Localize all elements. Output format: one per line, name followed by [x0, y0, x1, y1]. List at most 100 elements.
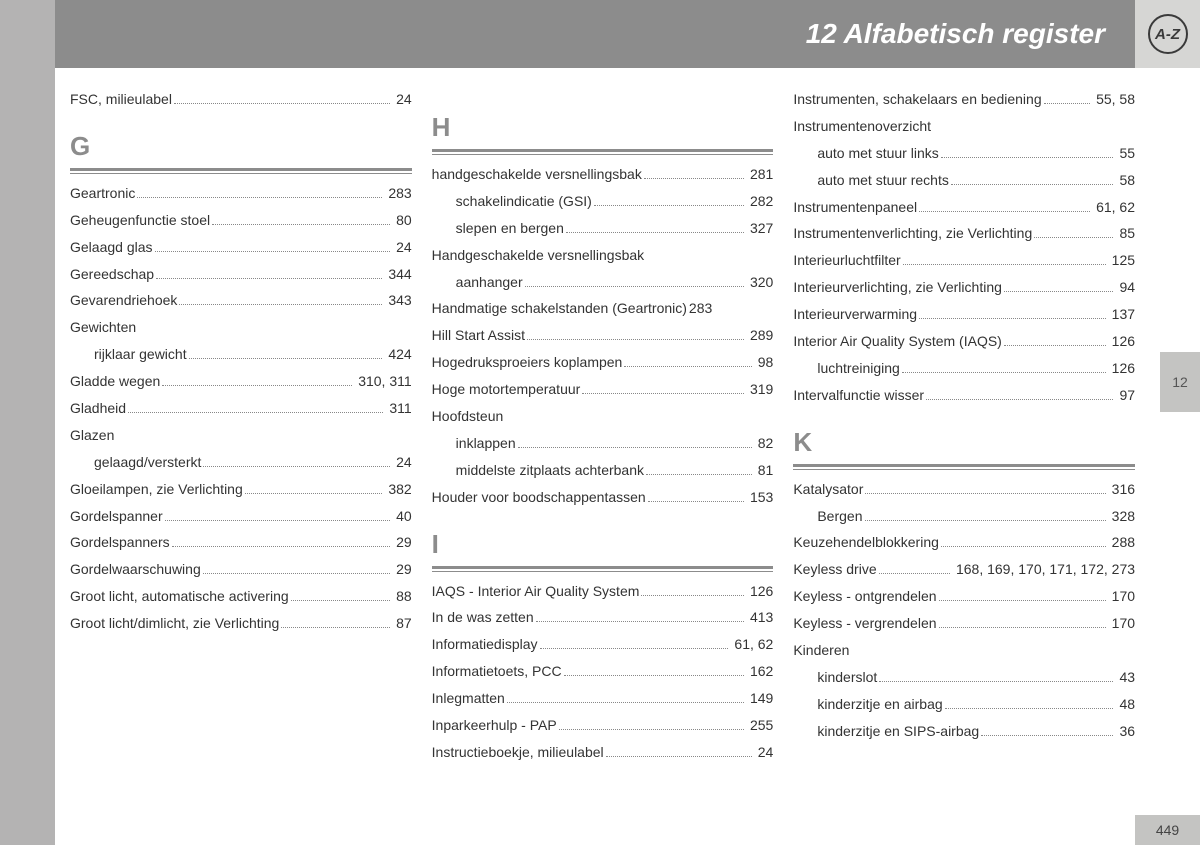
- index-entry: Hogedruksproeiers koplampen98: [432, 353, 774, 372]
- index-entry: Groot licht/dimlicht, zie Verlichting87: [70, 614, 412, 633]
- index-entry-label: Glazen: [70, 426, 114, 445]
- index-entry: Hoge motortemperatuur319: [432, 380, 774, 399]
- index-entry-label: Gladheid: [70, 399, 126, 418]
- index-entry-page: 168, 169, 170, 171, 172, 273: [954, 560, 1135, 579]
- leader-dots: [189, 358, 383, 359]
- index-entry-label: Gereedschap: [70, 265, 154, 284]
- index-entry-page: 255: [748, 716, 773, 735]
- index-entry-label: FSC, milieulabel: [70, 90, 172, 109]
- index-entry-page: 413: [748, 608, 773, 627]
- index-entry-label: Gewichten: [70, 318, 136, 337]
- index-content: FSC, milieulabel24GGeartronic283Geheugen…: [70, 90, 1135, 770]
- leader-dots: [641, 595, 744, 596]
- section-letter: I: [432, 529, 774, 560]
- index-entry-label: Groot licht, automatische activering: [70, 587, 289, 606]
- index-entry-label: Instrumentenoverzicht: [793, 117, 931, 136]
- index-entry-page: 343: [386, 291, 411, 310]
- index-entry-page: 282: [748, 192, 773, 211]
- index-entry: Intervalfunctie wisser97: [793, 386, 1135, 405]
- leader-dots: [865, 520, 1106, 521]
- index-entry-page: 311: [387, 399, 411, 418]
- index-column: Hhandgeschakelde versnellingsbak281schak…: [432, 90, 774, 770]
- index-entry: Gewichten: [70, 318, 412, 337]
- index-entry: Instructieboekje, milieulabel24: [432, 743, 774, 762]
- index-entry: Keuzehendelblokkering288: [793, 533, 1135, 552]
- index-entry: Instrumenten, schakelaars en bediening55…: [793, 90, 1135, 109]
- leader-dots: [879, 573, 950, 574]
- index-entry-page: 24: [394, 90, 412, 109]
- index-entry: gelaagd/versterkt24: [70, 453, 412, 472]
- leader-dots: [939, 600, 1106, 601]
- leader-dots: [1034, 237, 1113, 238]
- index-entry-page: 424: [386, 345, 411, 364]
- index-column: Instrumenten, schakelaars en bediening55…: [793, 90, 1135, 770]
- index-entry: Inparkeerhulp - PAP255: [432, 716, 774, 735]
- leader-dots: [540, 648, 729, 649]
- index-entry-label: Handgeschakelde versnellingsbak: [432, 246, 644, 265]
- index-entry: Gordelspanner40: [70, 507, 412, 526]
- section-rule: [70, 173, 412, 174]
- index-entry-page: 153: [748, 488, 773, 507]
- index-entry: Inlegmatten149: [432, 689, 774, 708]
- index-entry-label: middelste zitplaats achterbank: [456, 461, 644, 480]
- leader-dots: [172, 546, 390, 547]
- index-entry-label: kinderslot: [817, 668, 877, 687]
- section-letter: K: [793, 427, 1135, 458]
- leader-dots: [951, 184, 1114, 185]
- index-entry-page: 283: [687, 299, 712, 318]
- index-entry-label: slepen en bergen: [456, 219, 564, 238]
- index-entry: Houder voor boodschappentassen153: [432, 488, 774, 507]
- index-entry: Keyless drive 168, 169, 170, 171, 172, 27…: [793, 560, 1135, 579]
- index-entry-label: rijklaar gewicht: [94, 345, 187, 364]
- leader-dots: [527, 339, 744, 340]
- leader-dots: [559, 729, 744, 730]
- index-entry: Glazen: [70, 426, 412, 445]
- index-entry-label: Interior Air Quality System (IAQS): [793, 332, 1002, 351]
- index-entry: Interieurluchtfilter125: [793, 251, 1135, 270]
- index-entry-page: 24: [394, 453, 412, 472]
- index-entry-page: 43: [1117, 668, 1135, 687]
- index-entry: auto met stuur rechts58: [793, 171, 1135, 190]
- leader-dots: [212, 224, 390, 225]
- index-entry-label: luchtreiniging: [817, 359, 900, 378]
- leader-dots: [582, 393, 744, 394]
- index-entry-label: Intervalfunctie wisser: [793, 386, 924, 405]
- index-entry-label: Keyless - ontgrendelen: [793, 587, 936, 606]
- az-icon: A-Z: [1148, 14, 1188, 54]
- index-entry-label: Gloeilampen, zie Verlichting: [70, 480, 243, 499]
- section-rule: [432, 149, 774, 152]
- leader-dots: [156, 278, 382, 279]
- section-letter: G: [70, 131, 412, 162]
- leader-dots: [507, 702, 744, 703]
- index-entry-page: 29: [394, 560, 412, 579]
- leader-dots: [281, 627, 390, 628]
- leader-dots: [1044, 103, 1090, 104]
- index-entry-label: Instrumentenverlichting, zie Verlichting: [793, 224, 1032, 243]
- index-entry-label: Keyless drive: [793, 560, 876, 579]
- index-entry: Geartronic283: [70, 184, 412, 203]
- index-entry-page: 85: [1117, 224, 1135, 243]
- index-entry-page: 80: [394, 211, 412, 230]
- index-entry-page: 320: [748, 273, 773, 292]
- section-rule: [432, 571, 774, 572]
- index-entry-label: Informatietoets, PCC: [432, 662, 562, 681]
- leader-dots: [941, 157, 1114, 158]
- leader-dots: [564, 675, 744, 676]
- index-entry-label: Gordelspanners: [70, 533, 170, 552]
- index-entry-label: Katalysator: [793, 480, 863, 499]
- index-entry-label: aanhanger: [456, 273, 523, 292]
- leader-dots: [1004, 291, 1114, 292]
- index-entry-label: Hoge motortemperatuur: [432, 380, 581, 399]
- index-entry-label: Gordelwaarschuwing: [70, 560, 201, 579]
- leader-dots: [518, 447, 752, 448]
- index-entry-page: 98: [756, 353, 774, 372]
- index-entry: luchtreiniging126: [793, 359, 1135, 378]
- index-entry-page: 170: [1110, 587, 1135, 606]
- leader-dots: [902, 372, 1106, 373]
- index-entry-label: Gordelspanner: [70, 507, 163, 526]
- index-entry: Keyless - vergrendelen170: [793, 614, 1135, 633]
- index-entry-page: 162: [748, 662, 773, 681]
- header-bar: 12 Alfabetisch register: [55, 0, 1135, 68]
- index-entry: handgeschakelde versnellingsbak281: [432, 165, 774, 184]
- index-entry-page: 61, 62: [1094, 198, 1135, 217]
